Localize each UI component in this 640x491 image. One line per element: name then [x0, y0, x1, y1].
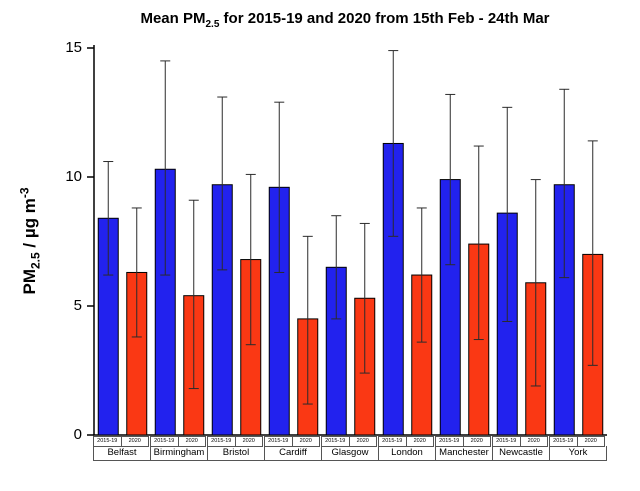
- y-tick-label: 10: [65, 168, 82, 185]
- series-label-row: 2015-19 2020: [93, 436, 151, 447]
- series-label-2020: 2020: [120, 436, 149, 447]
- series-label-row: 2015-19 2020: [378, 436, 436, 447]
- y-tick-label: 0: [73, 426, 82, 443]
- series-label-2020: 2020: [405, 436, 434, 447]
- chart-title-subscript: 2.5: [205, 19, 220, 30]
- y-tick-label: 5: [73, 297, 82, 314]
- y-tick-label: 15: [65, 39, 82, 56]
- series-label-row: 2015-19 2020: [435, 436, 493, 447]
- category-label-manchester: Manchester: [435, 446, 493, 461]
- x-axis-group-birmingham: 2015-19 2020 Birmingham: [150, 436, 208, 461]
- series-label-row: 2015-19 2020: [492, 436, 550, 447]
- chart-title-text: Mean PM: [140, 10, 206, 27]
- series-label-2020: 2020: [576, 436, 605, 447]
- series-label-2020: 2020: [177, 436, 206, 447]
- x-axis-group-newcastle: 2015-19 2020 Newcastle: [492, 436, 550, 461]
- x-axis-group-cardiff: 2015-19 2020 Cardiff: [264, 436, 322, 461]
- x-axis-group-london: 2015-19 2020 London: [378, 436, 436, 461]
- series-label-2020: 2020: [348, 436, 377, 447]
- series-label-2020: 2020: [519, 436, 548, 447]
- x-axis-group-glasgow: 2015-19 2020 Glasgow: [321, 436, 379, 461]
- chart-title: Mean PM2.5 for 2015-19 and 2020 from 15t…: [50, 10, 640, 30]
- x-axis-group-york: 2015-19 2020 York: [549, 436, 607, 461]
- x-axis-group-manchester: 2015-19 2020 Manchester: [435, 436, 493, 461]
- series-label-row: 2015-19 2020: [321, 436, 379, 447]
- series-label-2020: 2020: [462, 436, 491, 447]
- category-label-belfast: Belfast: [93, 446, 151, 461]
- category-label-york: York: [549, 446, 607, 461]
- category-label-cardiff: Cardiff: [264, 446, 322, 461]
- x-axis-group-bristol: 2015-19 2020 Bristol: [207, 436, 265, 461]
- series-label-2020: 2020: [234, 436, 263, 447]
- x-axis-group-belfast: 2015-19 2020 Belfast: [93, 436, 151, 461]
- category-label-glasgow: Glasgow: [321, 446, 379, 461]
- category-label-birmingham: Birmingham: [150, 446, 208, 461]
- category-label-bristol: Bristol: [207, 446, 265, 461]
- category-label-london: London: [378, 446, 436, 461]
- chart-title-rest: for 2015-19 and 2020 from 15th Feb - 24t…: [219, 10, 550, 27]
- x-axis-table: 2015-19 2020 Belfast 2015-19 2020 Birmingham 2…: [93, 436, 607, 461]
- series-label-row: 2015-19 2020: [207, 436, 265, 447]
- category-label-newcastle: Newcastle: [492, 446, 550, 461]
- series-label-row: 2015-19 2020: [150, 436, 208, 447]
- series-label-2020: 2020: [291, 436, 320, 447]
- series-label-row: 2015-19 2020: [264, 436, 322, 447]
- series-label-row: 2015-19 2020: [549, 436, 607, 447]
